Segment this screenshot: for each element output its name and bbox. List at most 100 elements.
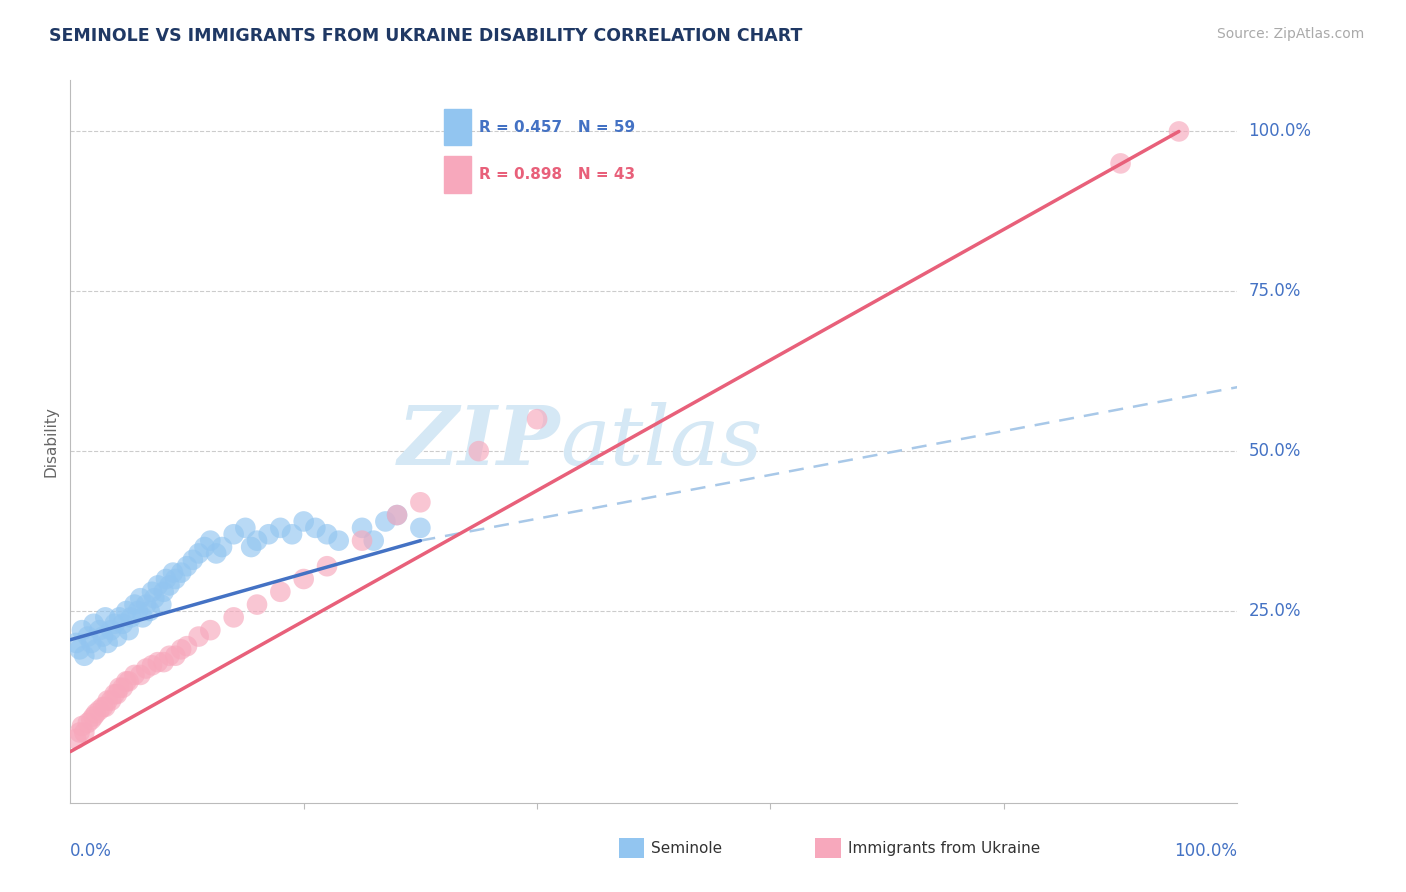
Point [200, 623, 222, 637]
Point [526, 412, 548, 426]
Point [193, 540, 215, 554]
Point [80, 713, 103, 727]
Point [89, 703, 111, 717]
Point [97, 636, 120, 650]
Point [304, 521, 326, 535]
Point [159, 578, 181, 592]
Point [281, 527, 304, 541]
Point [363, 533, 385, 548]
Point [138, 604, 160, 618]
Point [187, 546, 209, 560]
Point [246, 598, 269, 612]
Point [69, 725, 91, 739]
Text: Immigrants from Ukraine: Immigrants from Ukraine [848, 841, 1040, 855]
Point [146, 578, 169, 592]
Point [115, 674, 138, 689]
Point [409, 521, 432, 535]
Point [246, 533, 269, 548]
Point [143, 591, 166, 606]
Point [129, 591, 152, 606]
Point [257, 527, 280, 541]
Point [222, 527, 245, 541]
Point [165, 572, 187, 586]
Point [292, 572, 315, 586]
Point [152, 584, 174, 599]
Point [111, 616, 134, 631]
Point [374, 515, 396, 529]
Point [94, 610, 117, 624]
Point [108, 681, 131, 695]
Point [120, 610, 142, 624]
Point [105, 630, 128, 644]
Point [269, 521, 291, 535]
Point [129, 668, 152, 682]
Point [91, 699, 114, 714]
Point [385, 508, 408, 522]
Point [141, 658, 163, 673]
Text: 75.0%: 75.0% [1249, 282, 1301, 301]
Point [100, 623, 122, 637]
Point [104, 687, 127, 701]
Point [131, 610, 153, 624]
Text: 50.0%: 50.0% [1249, 442, 1301, 460]
Point [73, 725, 96, 739]
Point [69, 642, 91, 657]
Point [385, 508, 408, 522]
Point [352, 521, 374, 535]
Point [91, 630, 114, 644]
Point [76, 630, 98, 644]
Point [118, 674, 141, 689]
Point [141, 584, 163, 599]
Point [146, 655, 169, 669]
Point [115, 604, 138, 618]
Point [97, 693, 120, 707]
Point [328, 533, 350, 548]
Point [80, 636, 103, 650]
Point [83, 709, 105, 723]
Point [100, 693, 122, 707]
Point [1167, 124, 1189, 138]
Point [200, 533, 222, 548]
Point [65, 636, 87, 650]
Point [83, 616, 105, 631]
Point [135, 661, 157, 675]
Point [162, 566, 184, 580]
Point [233, 521, 256, 535]
Text: 25.0%: 25.0% [1249, 602, 1301, 620]
Text: atlas: atlas [561, 401, 763, 482]
Point [170, 566, 193, 580]
Point [89, 623, 111, 637]
Point [352, 533, 374, 548]
Point [176, 559, 198, 574]
Text: 100.0%: 100.0% [1174, 842, 1237, 860]
Point [222, 610, 245, 624]
Text: ZIP: ZIP [398, 401, 561, 482]
Text: 100.0%: 100.0% [1249, 122, 1312, 140]
Point [159, 648, 181, 663]
Point [181, 553, 204, 567]
Point [108, 610, 131, 624]
Point [70, 623, 93, 637]
Point [211, 540, 233, 554]
Text: Seminole: Seminole [651, 841, 723, 855]
Y-axis label: Disability: Disability [44, 406, 59, 477]
Point [176, 639, 198, 653]
Point [127, 604, 149, 618]
Point [124, 668, 146, 682]
Point [104, 616, 127, 631]
Point [76, 715, 98, 730]
Point [170, 642, 193, 657]
Point [468, 444, 491, 458]
Point [240, 540, 263, 554]
Text: 0.0%: 0.0% [70, 842, 112, 860]
Point [1109, 156, 1132, 170]
Point [70, 719, 93, 733]
Point [65, 731, 87, 746]
Point [135, 598, 157, 612]
Point [316, 559, 339, 574]
Point [316, 527, 339, 541]
Point [205, 546, 228, 560]
Point [165, 648, 187, 663]
Point [292, 515, 315, 529]
Point [105, 687, 128, 701]
